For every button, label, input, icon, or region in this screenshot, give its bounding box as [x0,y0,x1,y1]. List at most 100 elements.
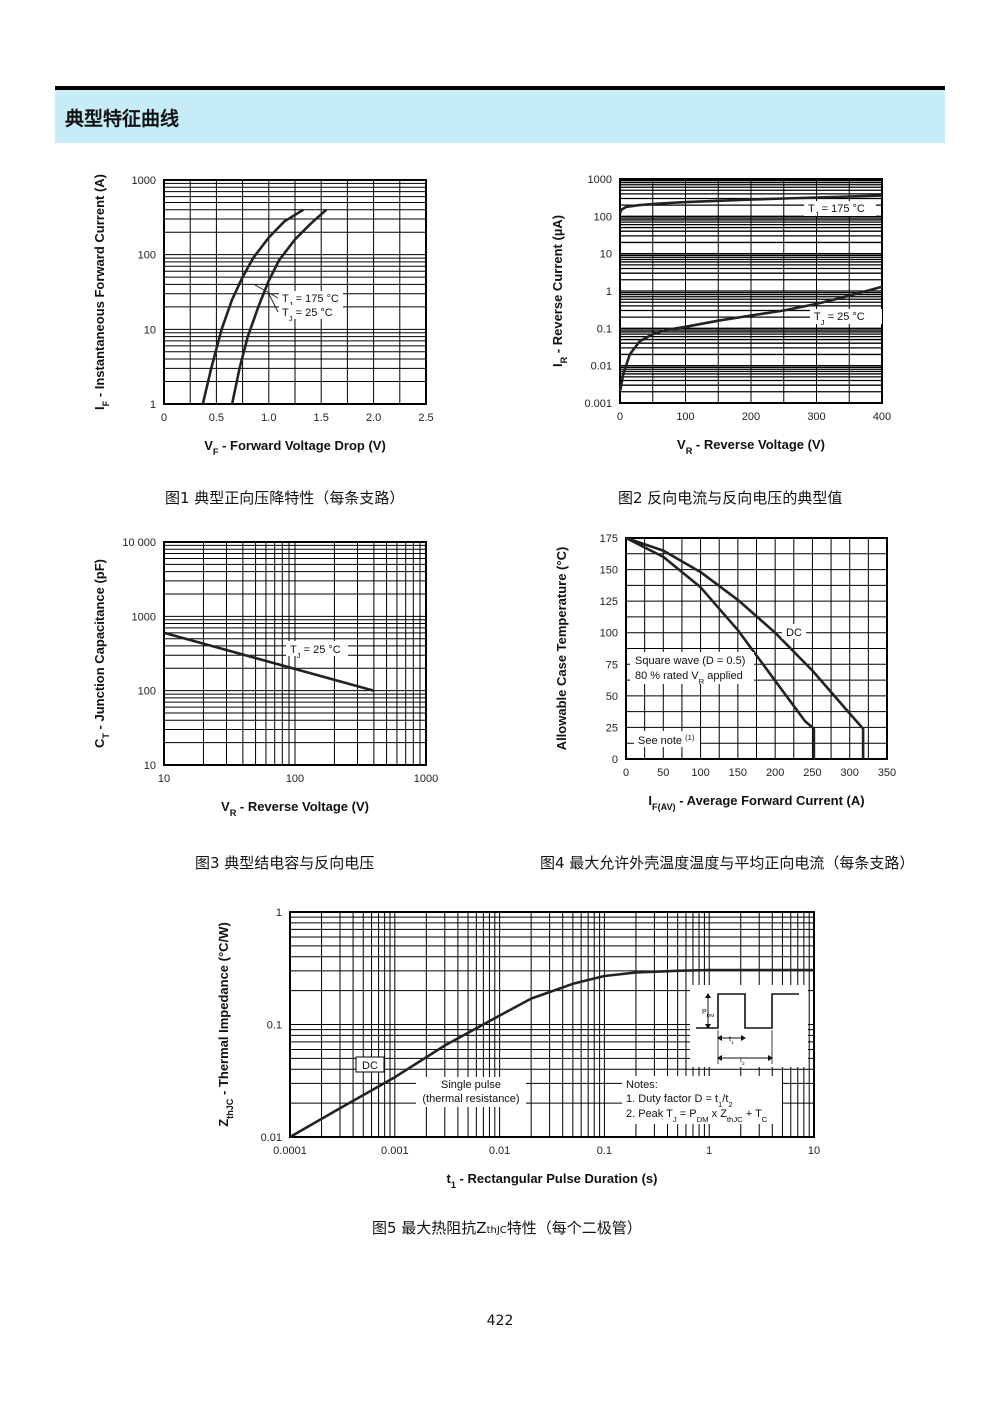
note-1-part: /t [722,1093,728,1105]
y-tick-label: 25 [606,722,618,734]
legend-25-bg [279,305,343,319]
y-axis-label-part: Allowable Case Temperature (°C) [554,547,569,751]
legend-25: TJ = 25 °C [290,644,341,660]
legend-25-leader [268,293,279,313]
note-2-sub: thJC [727,1115,743,1124]
x-axis-label-part: I [648,793,652,808]
y-axis-label-part: Z [216,1119,231,1127]
y-tick-label: 10 [600,249,612,261]
x-axis-label-sub: R [686,446,693,456]
x-tick-label: 0 [617,411,623,423]
x-tick-label: 100 [286,773,304,785]
x-axis-label-part: - Reverse Voltage (V) [236,799,369,814]
series-line-0 [618,194,883,214]
series-line-1 [618,285,883,393]
x-axis-label: VR - Reverse Voltage (V) [221,799,369,818]
legend-25-bg [286,641,348,656]
legend-175-part: = 175 °C [819,203,865,215]
x-tick-label: 0.0001 [273,1145,307,1157]
note-label-bg [634,731,700,747]
y-axis-label-part: I [92,406,107,410]
dc-label-box [355,1056,385,1073]
pulse-waveform [696,993,799,1029]
note-2-part: + T [743,1108,762,1120]
note-label: See note (1) [638,733,695,748]
x-tick-label: 350 [878,767,896,779]
plot-frame [625,537,888,760]
t2-label-part: t [740,1057,742,1064]
x-tick-label: 1.5 [314,412,329,424]
y-axis-label-sub: F [101,400,111,406]
caption-fig5-b: 特性（每个二极管） [506,1219,642,1237]
x-tick-label: 0.5 [209,412,224,424]
x-axis-label: VR - Reverse Voltage (V) [677,437,825,456]
y-tick-label: 1000 [132,175,156,187]
y-tick-label: 1000 [588,174,612,186]
single-label-1: Single pulse [441,1079,501,1091]
x-tick-label: 1.0 [261,412,276,424]
x-tick-label: 250 [803,767,821,779]
y-tick-label: 100 [600,628,618,640]
x-tick-label: 10 [808,1145,820,1157]
dc-label: DC [786,627,802,639]
series-line-0 [163,631,375,692]
legend-25-sub: J [289,314,293,323]
note-1-sub: 1 [718,1100,722,1109]
note-1-part: 1. Duty factor D = t [626,1093,718,1105]
y-tick-label: 0.001 [584,398,612,410]
y-axis-label: IF - Instantaneous Forward Current (A) [92,174,111,410]
x-axis-label-part: - Rectangular Pulse Duration (s) [456,1171,658,1186]
y-tick-label: 0.01 [591,361,612,373]
x-tick-label: 100 [691,767,709,779]
y-axis-label-part: C [92,738,107,748]
legend-175-bg [279,291,343,305]
legend-25-part: T [290,644,297,656]
series-line-0 [201,208,305,405]
x-tick-label: 200 [766,767,784,779]
x-tick-label: 400 [873,411,891,423]
y-tick-label: 0.01 [261,1132,282,1144]
t1-label-sub: 1 [731,1040,734,1046]
y-axis-label-part: I [550,363,565,367]
note-1: 1. Duty factor D = t1/t2 [626,1093,733,1109]
caption-fig5-a: 图5 最大热阻抗Z [372,1219,487,1237]
pdm-label: PDM [702,1009,714,1019]
x-tick-label: 2.0 [366,412,381,424]
note-2-part: 2. Peak T [626,1108,673,1120]
y-tick-label: 100 [138,686,156,698]
x-axis-label: t1 - Rectangular Pulse Duration (s) [447,1171,658,1190]
x-axis-label-part: t [447,1171,452,1186]
caption-fig4: 图4 最大允许外壳温度温度与平均正向电流（每条支路） [540,854,915,872]
note-label-part: See note [638,735,682,747]
x-axis-label: VF - Forward Voltage Drop (V) [204,438,386,457]
y-axis-label-sub: thJC [225,1098,235,1119]
caption-fig2: 图2 反向电流与反向电压的典型值 [618,489,843,507]
note-2-sub: DM [697,1115,709,1124]
legend-175-leader [253,283,279,299]
x-tick-label: 0 [161,412,167,424]
pdm-label-part: P [702,1009,707,1016]
x-axis-label-part: V [204,438,213,453]
y-axis-label-sub: R [559,356,569,363]
notes-title: Notes: [626,1079,658,1091]
section-title: 典型特征曲线 [65,108,180,130]
notes-bg [622,1076,782,1124]
plot-frame [163,179,427,405]
legend-175-bg [804,201,876,216]
y-axis-label: CT - Junction Capacitance (pF) [92,559,111,748]
pdm-label-sub: DM [707,1013,715,1019]
grid [625,537,888,760]
x-tick-label: 1000 [414,773,438,785]
y-axis-label-sub: T [101,733,111,739]
chart-fig4: 0 50 100 150 200 250 300 350 0 25 50 75 100 125 150 175… [554,533,896,812]
dc-label-bg [782,624,806,639]
x-axis-label-sub: F [213,447,219,457]
section-header: 典型特征曲线 [55,90,945,143]
chart-fig3: 10 100 1000 10 100 1000 10 000 VR - Reverse Vol… [92,537,438,818]
x-axis-label-part: V [677,437,686,452]
legend-25-part: T [282,307,289,319]
legend-25-sub: J [821,318,825,327]
y-axis-label: IR - Reverse Current (µA) [550,215,569,367]
y-axis-label-part: - Reverse Current (µA) [550,215,565,357]
